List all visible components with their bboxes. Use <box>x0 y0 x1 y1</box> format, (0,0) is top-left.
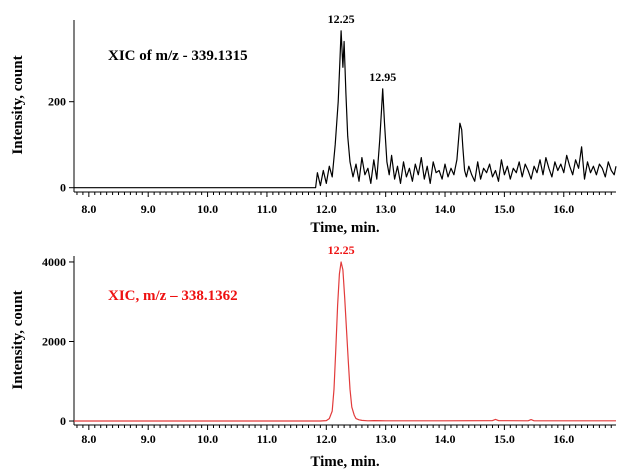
x-tick-label: 15.0 <box>494 202 515 216</box>
x-tick-label: 16.0 <box>553 432 574 446</box>
peak-label: 12.25 <box>328 243 355 257</box>
x-tick-label: 8.0 <box>81 202 96 216</box>
y-axis-label: Intensity, count <box>10 290 26 389</box>
x-tick-label: 8.0 <box>81 432 96 446</box>
x-tick-label: 16.0 <box>553 202 574 216</box>
y-tick-label: 2000 <box>42 334 66 348</box>
x-axis-label: Time, min. <box>310 454 380 470</box>
y-tick-label: 0 <box>60 414 66 428</box>
x-tick-label: 15.0 <box>494 432 515 446</box>
peak-label: 12.95 <box>369 70 396 84</box>
x-tick-label: 13.0 <box>375 202 396 216</box>
x-tick-label: 10.0 <box>197 432 218 446</box>
chart-title: XIC, m/z – 338.1362 <box>108 288 238 304</box>
series-line <box>74 261 616 422</box>
x-tick-label: 11.0 <box>257 432 277 446</box>
chart-1: 8.0 9.0 10.0 11.0 12.0 13.0 14.0 15.0 16.0 0 200 Ti… <box>10 12 617 236</box>
x-tick-label: 10.0 <box>197 202 218 216</box>
x-tick-label: 11.0 <box>257 202 277 216</box>
y-tick-label: 0 <box>60 181 66 195</box>
y-tick-label: 4000 <box>42 255 66 269</box>
chart-title: XIC of m/z - 339.1315 <box>108 48 248 64</box>
x-tick-label: 13.0 <box>375 432 396 446</box>
y-tick-label: 200 <box>48 95 66 109</box>
x-tick-label: 14.0 <box>435 432 456 446</box>
y-axis-label: Intensity, count <box>10 55 26 154</box>
x-tick-label: 12.0 <box>316 202 337 216</box>
x-tick-label: 9.0 <box>141 202 156 216</box>
series-line <box>74 30 617 189</box>
x-tick-label: 14.0 <box>435 202 456 216</box>
peak-label: 12.25 <box>328 12 355 26</box>
chart-2: 8.0 9.0 10.0 11.0 12.0 13.0 14.0 15.0 16.0 0 2000 4… <box>10 243 616 470</box>
x-tick-label: 9.0 <box>141 432 156 446</box>
x-axis-label: Time, min. <box>310 220 380 236</box>
x-tick-label: 12.0 <box>316 432 337 446</box>
